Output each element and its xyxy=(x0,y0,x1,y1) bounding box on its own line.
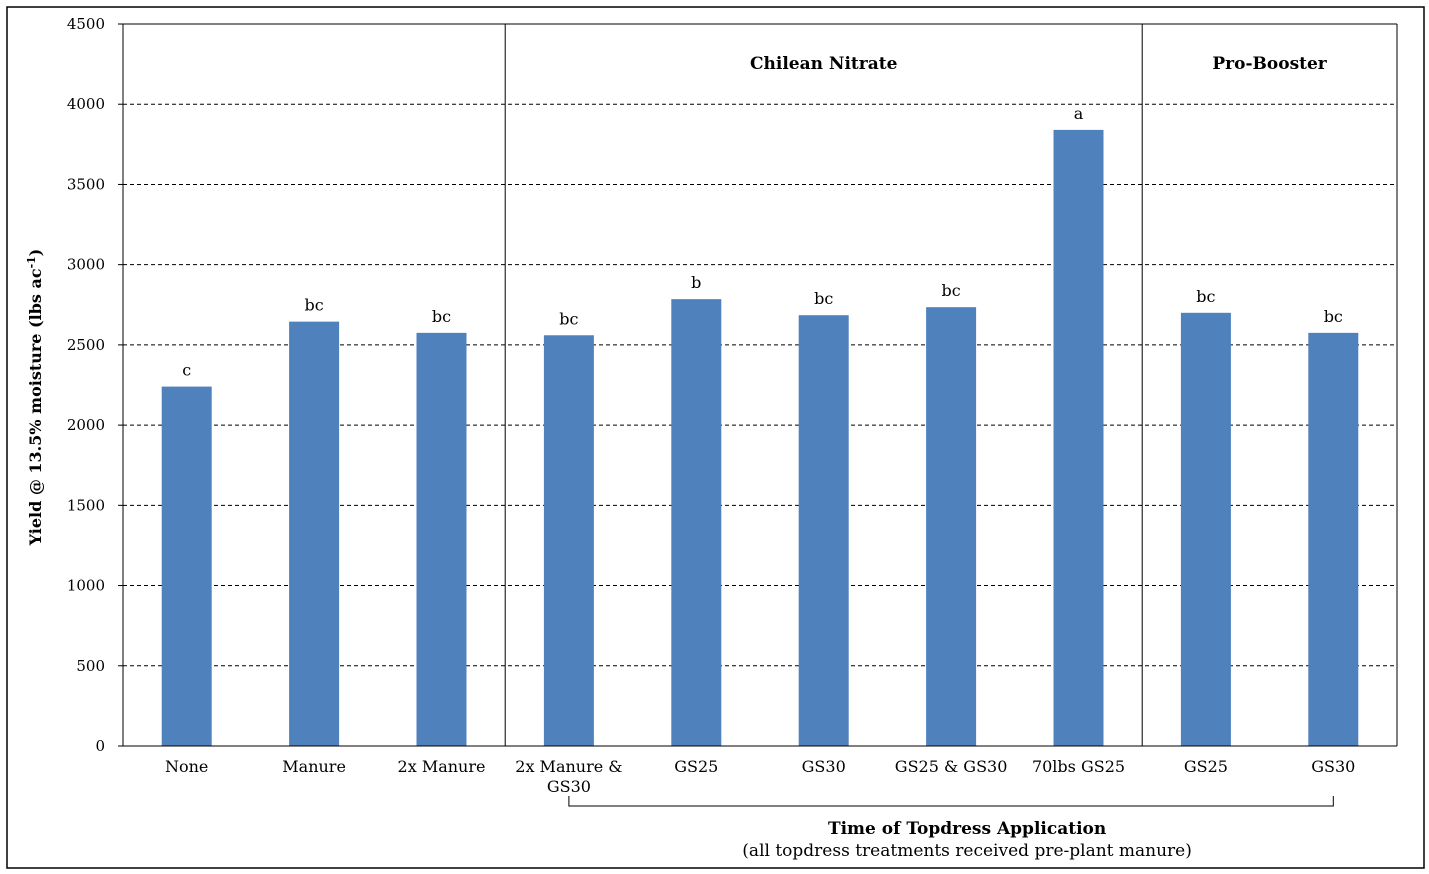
category-label: 2x Manure xyxy=(398,757,486,776)
bar xyxy=(289,321,340,746)
y-tick-label: 1500 xyxy=(67,496,105,514)
category-label: None xyxy=(165,757,208,776)
significance-label: bc xyxy=(304,296,323,315)
bar xyxy=(671,299,722,746)
category-label: GS25 xyxy=(674,757,718,776)
group-title: Pro-Booster xyxy=(1212,54,1327,74)
y-axis-label: Yield @ 13.5% moisture (lbs ac-1) xyxy=(25,249,46,547)
significance-label: bc xyxy=(1196,287,1215,306)
y-axis-label-superscript: -1 xyxy=(25,256,38,268)
bar xyxy=(543,335,594,746)
significance-label: b xyxy=(691,273,701,292)
y-tick-label: 2000 xyxy=(67,416,105,434)
bars xyxy=(161,129,1359,747)
significance-label: bc xyxy=(559,309,578,328)
category-label: GS25 & GS30 xyxy=(895,757,1008,776)
bar xyxy=(1053,129,1104,747)
group-title: Chilean Nitrate xyxy=(750,54,898,74)
significance-label: bc xyxy=(432,307,451,326)
bracket-subtitle: (all topdress treatments received pre-pl… xyxy=(742,841,1192,861)
bar xyxy=(1308,332,1359,746)
category-label: GS30 xyxy=(802,757,846,776)
bar xyxy=(1180,312,1231,746)
category-label: 2x Manure & xyxy=(515,757,622,776)
y-tick-label: 3500 xyxy=(67,175,105,193)
category-label: GS30 xyxy=(1311,757,1355,776)
category-label: Manure xyxy=(282,757,346,776)
category-label: GS30 xyxy=(547,777,591,796)
figure-border xyxy=(6,6,1425,869)
significance-label: a xyxy=(1074,104,1084,123)
y-axis-label-main: Yield @ 13.5% moisture (lbs ac xyxy=(26,268,45,546)
significance-label: bc xyxy=(941,281,960,300)
bar xyxy=(798,315,849,746)
y-tick-label: 2500 xyxy=(67,336,105,354)
labels: Chilean Nitrate Pro-Booster c None bc Manure b… xyxy=(25,54,1356,861)
y-tick-label: 3000 xyxy=(67,256,105,274)
topdress-bracket xyxy=(568,796,1334,807)
axes: 0 500 1000 1500 2000 2500 3000 3500 4000 4500 xyxy=(67,15,1398,755)
significance-label: bc xyxy=(1324,307,1343,326)
significance-label: c xyxy=(182,361,191,380)
bar xyxy=(926,307,977,746)
significance-label: bc xyxy=(814,289,833,308)
category-label: GS25 xyxy=(1184,757,1228,776)
bar xyxy=(161,386,212,746)
y-tick-label: 4500 xyxy=(67,15,105,33)
category-label: 70lbs GS25 xyxy=(1032,757,1125,776)
y-axis-label-close: ) xyxy=(26,249,45,257)
y-tick-label: 1000 xyxy=(67,577,105,595)
y-tick-label: 0 xyxy=(95,737,105,755)
bracket-title: Time of Topdress Application xyxy=(828,819,1106,839)
bar xyxy=(416,332,467,746)
y-tick-label: 4000 xyxy=(67,95,105,113)
y-tick-label: 500 xyxy=(76,657,105,675)
